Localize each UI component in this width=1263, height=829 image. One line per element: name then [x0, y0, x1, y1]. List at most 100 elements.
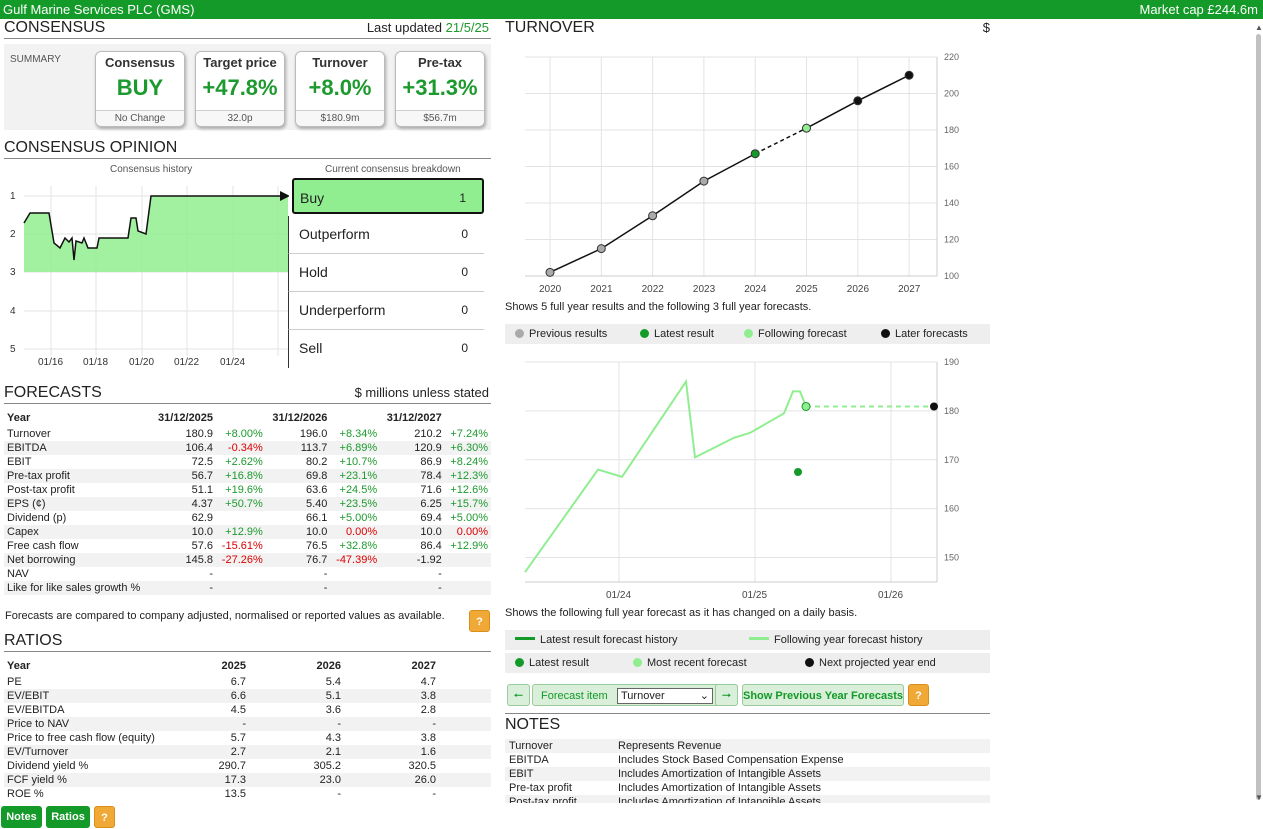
notes-header: NOTES	[505, 713, 990, 735]
table-cell: +6.89%	[330, 441, 381, 455]
table-cell: +23.1%	[330, 469, 381, 483]
turnover-card[interactable]: Turnover +8.0% $180.9m	[295, 51, 385, 127]
y-tick-label: 200	[944, 89, 959, 99]
y-tick-label: 220	[944, 52, 959, 62]
data-point	[545, 267, 555, 277]
table-cell: Pre-tax profit	[4, 469, 152, 483]
note-row: EBITDA Includes Stock Based Compensation …	[505, 753, 990, 767]
table-cell: Like for like sales growth %	[4, 581, 152, 595]
breakdown-hold[interactable]: Hold 0	[288, 254, 484, 292]
table-cell: +8.24%	[450, 456, 488, 468]
legend-next-year-end: Next projected year end	[805, 653, 936, 673]
table-cell: -	[323, 568, 328, 580]
forecasts-help-button[interactable]: ?	[469, 610, 490, 632]
scrollbar[interactable]: ▲ ▼	[1255, 23, 1263, 802]
table-cell: 196.0	[299, 428, 328, 440]
table-cell: 180.9	[185, 428, 214, 440]
table-cell: 3.8	[396, 689, 491, 703]
table-row: FCF yield % 17.3 23.0 26.0	[4, 773, 491, 787]
note-value: Includes Amortization of Intangible Asse…	[618, 782, 822, 794]
x-tick-label: 2021	[590, 284, 613, 295]
table-row: EV/EBITDA 4.5 3.6 2.8	[4, 703, 491, 717]
table-row: EBIT 72.5 +2.62% 80.2 +10.7% 86.9 +8.24%	[4, 455, 491, 469]
legend-latest-history: Latest result forecast history	[515, 630, 678, 650]
table-cell: -	[380, 581, 445, 595]
consensus-card[interactable]: Consensus BUY No Change	[95, 51, 185, 127]
data-point	[802, 123, 811, 133]
table-cell: +8.00%	[225, 428, 263, 440]
data-point	[853, 96, 863, 106]
next-item-button[interactable]: 🠂	[715, 684, 738, 706]
column-header: 2025	[221, 660, 246, 672]
prev-item-button[interactable]: 🠀	[507, 684, 530, 706]
table-cell: 106.4	[151, 441, 217, 455]
table-cell: 3.8	[420, 732, 436, 744]
table-cell	[330, 567, 380, 581]
note-row: Pre-tax profit Includes Amortization of I…	[505, 781, 990, 795]
table-row: Dividend (p) 62.9 66.1 +5.00% 69.4 +5.00%	[4, 511, 491, 525]
table-cell: 290.7	[218, 760, 246, 772]
summary-label: SUMMARY	[10, 54, 61, 65]
column-header: 31/12/2026	[272, 412, 328, 424]
y-tick-label: 120	[944, 235, 959, 245]
y-label: 1	[10, 191, 16, 202]
data-point	[699, 176, 709, 186]
y-tick-label: 170	[944, 455, 959, 465]
notes-button[interactable]: Notes	[1, 806, 42, 828]
table-cell: 23.0	[301, 773, 396, 787]
table-row: NAV - - -	[4, 567, 491, 581]
chart-help-button[interactable]: ?	[908, 684, 929, 706]
table-cell: 6.6	[206, 689, 301, 703]
scrollbar-thumb[interactable]	[1256, 34, 1261, 800]
table-cell: EPS (¢)	[4, 497, 152, 511]
show-previous-year-button[interactable]: Show Previous Year Forecasts	[742, 684, 904, 706]
following-history-line	[524, 378, 807, 573]
legend-latest: Latest result	[640, 324, 714, 344]
pretax-card[interactable]: Pre-tax +31.3% $56.7m	[395, 51, 485, 127]
table-cell: +19.6%	[225, 484, 263, 496]
note-key: EBITDA	[509, 754, 549, 766]
table-cell: Dividend (p)	[7, 512, 67, 524]
breakdown-underperform[interactable]: Underperform 0	[288, 292, 484, 330]
table-cell: 76.7	[265, 553, 331, 567]
table-cell: 78.4	[380, 469, 445, 483]
table-cell: Free cash flow	[7, 540, 79, 552]
currency-label: $	[982, 20, 990, 35]
table-row: EBITDA 106.4 -0.34% 113.7 +6.89% 120.9 +6.30%	[4, 441, 491, 455]
ratios-help-button[interactable]: ?	[94, 806, 115, 828]
data-point	[904, 70, 914, 80]
table-cell: 0.00%	[330, 525, 381, 539]
x-tick-label: 2023	[693, 284, 716, 295]
table-cell: -1.92	[380, 553, 445, 567]
table-cell: 0.00%	[444, 525, 491, 539]
x-tick-label: 2025	[796, 284, 819, 295]
table-cell: 86.9	[420, 456, 442, 468]
table-cell: -	[209, 568, 214, 580]
table-cell: Dividend yield %	[7, 760, 89, 772]
last-updated: Last updated 21/5/25	[366, 20, 489, 35]
breakdown-sell[interactable]: Sell 0	[288, 330, 484, 368]
ratios-table: Year 2025 2026 2027 PE 6.7 5.4 4.7 EV/EBIT 6.6 5.1…	[4, 657, 491, 801]
table-cell: 10.0	[265, 525, 331, 539]
table-cell: 6.7	[230, 676, 246, 688]
forecasts-header: FORECASTS $ millions unless stated	[4, 383, 491, 404]
table-row: EV/EBIT 6.6 5.1 3.8	[4, 689, 491, 703]
table-cell: 62.9	[191, 512, 214, 524]
forecast-item-select[interactable]: Turnover ⌄	[617, 688, 713, 704]
table-row: ROE % 13.5 - -	[4, 787, 491, 801]
table-cell: +32.8%	[339, 540, 378, 552]
table-cell: 57.6	[191, 540, 214, 552]
ratios-button[interactable]: Ratios	[46, 806, 90, 828]
target-price-card[interactable]: Target price +47.8% 32.0p	[195, 51, 285, 127]
table-cell: 72.5	[191, 456, 214, 468]
table-row: Net borrowing 145.8 -27.26% 76.7 -47.39% -1.9…	[4, 553, 491, 567]
table-cell: 51.1	[191, 484, 214, 496]
table-cell: +12.9%	[216, 525, 266, 539]
table-row: Dividend yield % 290.7 305.2 320.5	[4, 759, 491, 773]
table-cell	[445, 567, 491, 581]
breakdown-outperform[interactable]: Outperform 0	[288, 216, 484, 254]
table-cell: 71.6	[420, 484, 442, 496]
table-cell: -15.61%	[221, 540, 263, 552]
breakdown-buy[interactable]: Buy 1	[292, 178, 484, 214]
table-cell: EV/EBIT	[4, 689, 206, 703]
